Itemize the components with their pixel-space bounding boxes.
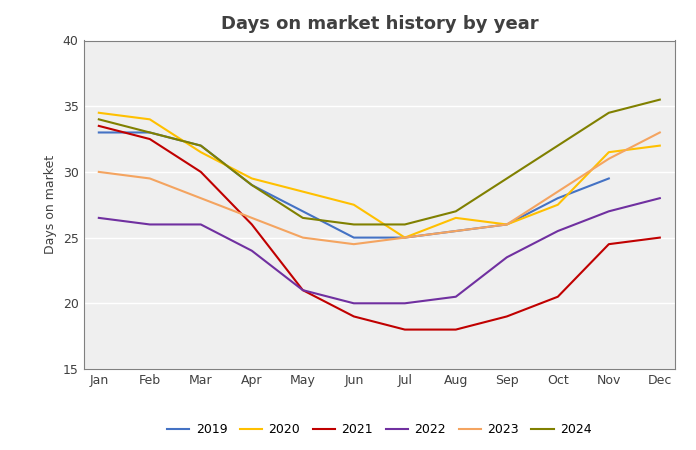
Legend: 2019, 2020, 2021, 2022, 2023, 2024: 2019, 2020, 2021, 2022, 2023, 2024	[162, 418, 596, 441]
2023	[553, 189, 562, 194]
2020	[95, 110, 103, 116]
2023	[452, 228, 460, 234]
2021	[656, 235, 664, 240]
2024	[197, 143, 205, 148]
2023	[503, 222, 511, 227]
2021	[299, 288, 307, 293]
Line: 2020: 2020	[99, 113, 660, 238]
2022	[145, 222, 154, 227]
2024	[349, 222, 358, 227]
2020	[197, 149, 205, 155]
2023	[299, 235, 307, 240]
Line: 2022: 2022	[99, 198, 660, 303]
2021	[605, 242, 613, 247]
2024	[95, 117, 103, 122]
2022	[95, 215, 103, 220]
2022	[605, 209, 613, 214]
2020	[349, 202, 358, 207]
2020	[452, 215, 460, 220]
2019	[145, 130, 154, 135]
2021	[145, 136, 154, 142]
Line: 2019: 2019	[99, 132, 609, 238]
2022	[401, 301, 409, 306]
2019	[197, 143, 205, 148]
2020	[145, 117, 154, 122]
2022	[248, 248, 256, 253]
2024	[452, 209, 460, 214]
2023	[401, 235, 409, 240]
2021	[452, 327, 460, 332]
Line: 2021: 2021	[99, 126, 660, 329]
2022	[197, 222, 205, 227]
2021	[197, 169, 205, 175]
2023	[605, 156, 613, 162]
2020	[401, 235, 409, 240]
Y-axis label: Days on market: Days on market	[45, 155, 57, 254]
Line: 2023: 2023	[99, 132, 660, 244]
2024	[503, 176, 511, 181]
2022	[656, 195, 664, 201]
2022	[553, 228, 562, 234]
2024	[553, 143, 562, 148]
2024	[145, 130, 154, 135]
2020	[553, 202, 562, 207]
2024	[248, 182, 256, 188]
2024	[401, 222, 409, 227]
2020	[248, 176, 256, 181]
2019	[553, 195, 562, 201]
2020	[605, 149, 613, 155]
2019	[452, 228, 460, 234]
2021	[95, 123, 103, 129]
2024	[656, 97, 664, 102]
2023	[95, 169, 103, 175]
2019	[605, 176, 613, 181]
Title: Days on market history by year: Days on market history by year	[221, 15, 538, 33]
2019	[299, 209, 307, 214]
2023	[349, 242, 358, 247]
2023	[656, 130, 664, 135]
2024	[605, 110, 613, 116]
2021	[553, 294, 562, 299]
2023	[248, 215, 256, 220]
2022	[503, 255, 511, 260]
2019	[95, 130, 103, 135]
2020	[503, 222, 511, 227]
2023	[197, 195, 205, 201]
2020	[656, 143, 664, 148]
2021	[248, 222, 256, 227]
Line: 2024: 2024	[99, 99, 660, 225]
2021	[401, 327, 409, 332]
2019	[349, 235, 358, 240]
2019	[503, 222, 511, 227]
2021	[503, 314, 511, 319]
2023	[145, 176, 154, 181]
2022	[349, 301, 358, 306]
2021	[349, 314, 358, 319]
2022	[452, 294, 460, 299]
2019	[401, 235, 409, 240]
2019	[248, 182, 256, 188]
2020	[299, 189, 307, 194]
2024	[299, 215, 307, 220]
2022	[299, 288, 307, 293]
